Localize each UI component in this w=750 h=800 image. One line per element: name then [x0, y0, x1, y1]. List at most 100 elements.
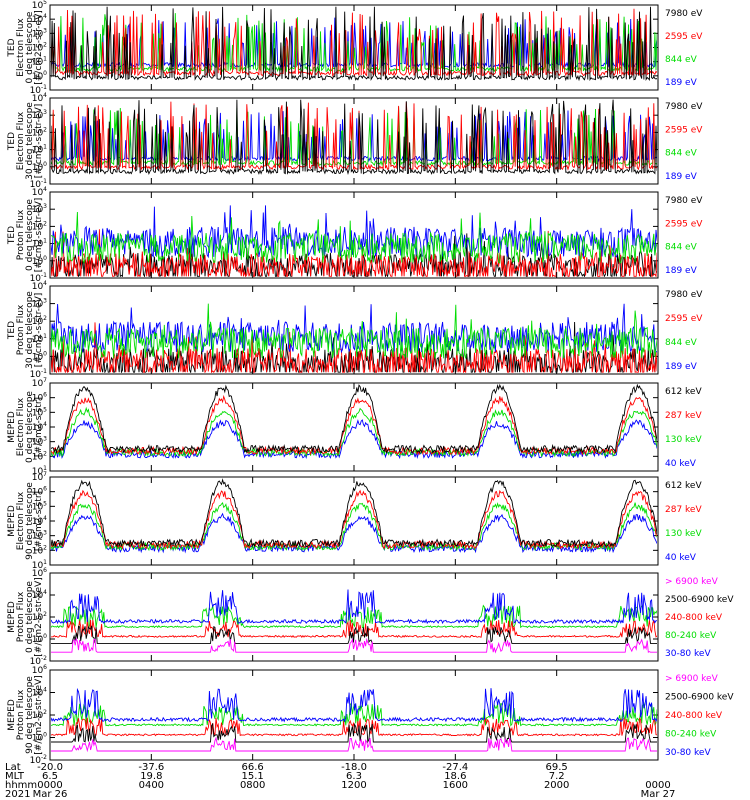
y-axis-title-line: MEPED	[7, 699, 17, 731]
series-traces	[51, 303, 657, 373]
series-line	[51, 322, 657, 373]
y-axis-title-line: 30 deg telescope	[25, 291, 35, 369]
y-tick-label: 102	[32, 126, 47, 138]
y-tick-label: 104	[32, 421, 47, 433]
y-tick-label: 103	[32, 109, 47, 121]
y-tick-label: 107	[32, 377, 47, 389]
y-tick-label: 104	[32, 280, 47, 292]
y-tick-label: 103	[32, 298, 47, 310]
y-tick-label: 103	[32, 27, 47, 39]
series-line	[51, 736, 657, 753]
legend-entry: 80-240 keV	[665, 730, 717, 740]
y-axis-title-line: [#/cm2-s-str-keV]	[34, 577, 44, 656]
x-row-value: -37.6	[138, 762, 164, 773]
y-tick-label: 103	[32, 203, 47, 215]
legend-entry: 30-80 keV	[665, 748, 711, 758]
y-tick-label: 104	[32, 589, 47, 601]
series-line	[51, 478, 657, 548]
x-row-value: 1200	[341, 780, 366, 791]
panel-5: 101 102 103 104 105 106 107 MEPED Electron Flux 0…	[7, 377, 702, 477]
panel-frame	[49, 382, 659, 472]
legend-entry: 240-800 keV	[665, 613, 723, 623]
legend-entry: > 6900 keV	[665, 577, 719, 587]
x-row-label: 2021	[5, 789, 30, 800]
legend-entry: > 6900 keV	[665, 674, 719, 684]
panel-2: 10-1 100 101 102 103 104 TED Electron Flux 30 de…	[7, 92, 703, 190]
y-tick-label: 104	[32, 186, 47, 198]
x-row-value: 0000	[645, 780, 670, 791]
y-tick-label: 102	[32, 220, 47, 232]
series-line	[51, 687, 657, 723]
y-tick-label: 105	[32, 0, 47, 11]
y-tick-label: 104	[32, 515, 47, 527]
x-row-value: Mar 27	[641, 789, 676, 800]
y-tick-label: 106	[32, 486, 47, 498]
y-axis-title-line: 0 deg telescope	[25, 199, 35, 271]
series-line	[51, 394, 657, 456]
y-tick-label: 10-1	[30, 178, 48, 190]
legend-entry: 130 keV	[665, 529, 702, 539]
y-axis-title-line: Proton Flux	[16, 689, 26, 740]
y-tick-label: 10-2	[30, 655, 48, 667]
legend-entry: 844 eV	[665, 338, 698, 348]
series-line	[51, 303, 657, 354]
legend-entry: 7980 eV	[665, 196, 703, 206]
y-tick-label: 105	[32, 406, 47, 418]
y-axis-title-line: 90 deg telescope	[25, 676, 35, 754]
y-tick-label: 10-1	[30, 84, 48, 96]
y-axis-title-line: [#/cm2-s-str-eV]	[34, 10, 44, 85]
x-row-value: 18.6	[444, 771, 466, 782]
x-row-value: -27.4	[442, 762, 468, 773]
panel-8: 10-2 100 102 104 106 MEPED Proton Flux 90 deg t…	[7, 664, 734, 766]
series-line	[51, 722, 657, 744]
legend-entry: 189 eV	[665, 266, 698, 276]
x-row-value: 0000	[37, 780, 62, 791]
series-line	[51, 625, 657, 644]
x-row-label: Lat	[5, 762, 21, 773]
legend-entry: 844 eV	[665, 55, 698, 65]
y-tick-label: 101	[32, 559, 47, 571]
legend-entry: 130 keV	[665, 435, 702, 445]
y-tick-label: 103	[32, 436, 47, 448]
y-axis-title-line: [#/cm2-s-str]	[34, 491, 44, 551]
series-line	[51, 419, 657, 460]
panel-6: 101 102 103 104 105 106 107 MEPED Electron Flux 9…	[7, 471, 702, 571]
legend-entry: 7980 eV	[665, 102, 703, 112]
y-tick-label: 10-1	[30, 272, 48, 284]
y-axis-title-line: [#/cm2-s-str-eV]	[34, 104, 44, 179]
x-row-value: 69.5	[546, 762, 568, 773]
x-row-value: 6.5	[42, 771, 58, 782]
y-tick-label: 101	[32, 56, 47, 68]
y-axis-title-line: Electron Flux	[16, 111, 26, 170]
x-row-label: hhmm	[5, 780, 37, 791]
y-axis-title-line: [#/cm2-s-str-keV]	[34, 675, 44, 754]
series-line	[51, 637, 657, 654]
x-row-label: MLT	[5, 771, 25, 782]
x-row-value: 15.1	[242, 771, 264, 782]
x-row-value: 6.3	[346, 771, 362, 782]
y-axis-title-line: Proton Flux	[16, 209, 26, 260]
y-tick-label: 105	[32, 500, 47, 512]
y-axis-title-line: [#/cm2-s-str-eV]	[34, 293, 44, 368]
x-row-value: 19.8	[140, 771, 162, 782]
y-axis-title-line: 0 deg telescope	[25, 391, 35, 463]
y-tick-label: 107	[32, 471, 47, 483]
y-tick-label: 102	[32, 709, 47, 721]
x-row-value: 0400	[139, 780, 164, 791]
panel-stack: 10-1 100 101 102 103 104 105 TED Electron Flux 0 …	[7, 0, 734, 766]
legend-entry: 287 keV	[665, 411, 702, 421]
y-axis-title-line: TED	[7, 132, 17, 151]
series-line	[51, 99, 657, 176]
y-axis-title-line: MEPED	[7, 411, 17, 443]
series-traces	[51, 589, 657, 654]
x-row-value: -20.0	[37, 762, 63, 773]
legend-entry: 189 eV	[665, 172, 698, 182]
y-tick-label: 100	[32, 732, 47, 744]
y-axis-title-line: [#/cm2-s-str-eV]	[34, 198, 44, 273]
y-tick-label: 102	[32, 544, 47, 556]
legend-entry: 240-800 keV	[665, 711, 723, 721]
series-line	[51, 589, 657, 625]
series-line	[51, 303, 657, 359]
x-row-value: 7.2	[549, 771, 565, 782]
panel-1: 10-1 100 101 102 103 104 105 TED Electron Flux 0 …	[7, 0, 703, 96]
